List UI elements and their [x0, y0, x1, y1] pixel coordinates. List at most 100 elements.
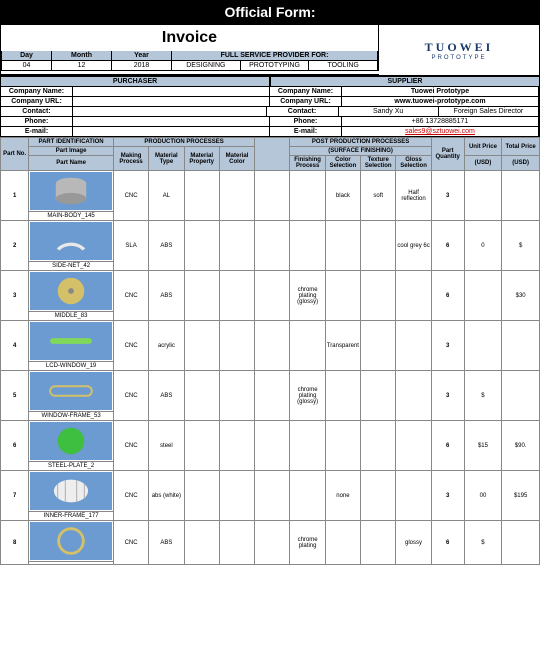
cell-unit: $	[464, 521, 502, 565]
cell-making: CNC	[113, 171, 148, 221]
supplier-phone-label: Phone:	[270, 117, 342, 126]
cell-qty: 6	[431, 271, 464, 321]
invoice-title: Invoice	[1, 25, 379, 51]
cell-mat-prop	[184, 371, 219, 421]
supplier-url-value: www.tuowei-prototype.com	[342, 97, 539, 106]
cell-making: CNC	[113, 421, 148, 471]
company-url-row: Company URL: Company URL: www.tuowei-pro…	[0, 97, 540, 107]
cell-mat-color	[219, 171, 254, 221]
cell-spacer	[255, 221, 290, 271]
cell-gloss: cool grey 6c	[396, 221, 431, 271]
cell-part-name: LCD-WINDOW_19	[29, 362, 114, 371]
cell-mat-color	[219, 471, 254, 521]
th-mat-color: Material Color	[219, 147, 254, 171]
contact-row: Contact: Contact: Sandy Xu Foreign Sales…	[0, 107, 540, 117]
cell-total	[502, 521, 540, 565]
cell-tex	[361, 271, 396, 321]
th-surface: (SURFACE FINISHING)	[290, 147, 431, 156]
cell-mat-color	[219, 321, 254, 371]
cell-qty: 6	[431, 221, 464, 271]
month-value: 12	[52, 61, 112, 71]
supplier-url-link[interactable]: www.tuowei-prototype.com	[394, 98, 485, 105]
cell-spacer	[255, 421, 290, 471]
cell-making: CNC	[113, 371, 148, 421]
th-making: Making Process	[113, 147, 148, 171]
cell-mat-color	[219, 221, 254, 271]
purchaser-label: PURCHASER	[0, 76, 270, 87]
day-label: Day	[2, 51, 52, 61]
th-mat-type: Material Type	[149, 147, 184, 171]
cell-mat-type: AL	[149, 171, 184, 221]
year-value: 2018	[112, 61, 172, 71]
supplier-email-link[interactable]: sales9@sztuowei.com	[405, 128, 475, 135]
phone-row: Phone: Phone: +86 13728885171	[0, 117, 540, 127]
supplier-contact-label: Contact:	[267, 107, 339, 116]
email-row: E-mail: E-mail: sales9@sztuowei.com	[0, 127, 540, 137]
th-spacer	[255, 138, 290, 171]
th-part-no: Part No.	[1, 138, 29, 171]
cell-part-name: STEEL-PLATE_2	[29, 462, 114, 471]
cell-unit: 00	[464, 471, 502, 521]
cell-total: $30	[502, 271, 540, 321]
cell-tex	[361, 321, 396, 371]
cell-total: $90.	[502, 421, 540, 471]
cell-fin: chrome plating (glossy)	[290, 271, 325, 321]
cell-making: CNC	[113, 521, 148, 565]
purchaser-contact-label: Contact:	[1, 107, 73, 116]
service-designing: DESIGNING	[172, 61, 241, 71]
purchaser-email-label: E-mail:	[1, 127, 73, 136]
month-label: Month	[52, 51, 112, 61]
cell-part-name: SIDE-NET_42	[29, 262, 114, 271]
cell-part-image	[29, 221, 114, 262]
table-row: 3CNCABSchrome plating (glossy)6$30	[1, 271, 540, 312]
cell-mat-color	[219, 371, 254, 421]
cell-tex	[361, 421, 396, 471]
th-mat-prop: Material Property	[184, 147, 219, 171]
cell-mat-type: acrylic	[149, 321, 184, 371]
cell-unit: $15	[464, 421, 502, 471]
day-value: 04	[2, 61, 52, 71]
cell-total	[502, 371, 540, 421]
cell-color-sel	[325, 221, 360, 271]
cell-mat-type: ABS	[149, 221, 184, 271]
cell-qty: 6	[431, 521, 464, 565]
purchaser-url-label: Company URL:	[1, 97, 73, 106]
cell-mat-prop	[184, 221, 219, 271]
cell-qty: 3	[431, 321, 464, 371]
th-total-price: Total Price	[502, 138, 540, 156]
cell-unit: 0	[464, 221, 502, 271]
parts-table-body: 1CNCALblacksoftHalf reflection3MAIN-BODY…	[1, 171, 540, 565]
cell-part-image	[29, 271, 114, 312]
cell-color-sel: Transparent	[325, 321, 360, 371]
cell-fin	[290, 471, 325, 521]
cell-mat-color	[219, 271, 254, 321]
cell-unit: $	[464, 371, 502, 421]
cell-fin	[290, 221, 325, 271]
cell-part-image	[29, 321, 114, 362]
cell-part-no: 6	[1, 421, 29, 471]
logo: TUOWEI PROTOTYPE	[379, 25, 539, 75]
cell-making: CNC	[113, 471, 148, 521]
cell-part-name: INNER-FRAME_177	[29, 512, 114, 521]
full-service-label: FULL SERVICE PROVIDER FOR:	[172, 51, 378, 61]
cell-part-no: 3	[1, 271, 29, 321]
th-unit-price: Unit Price	[464, 138, 502, 156]
cell-making: CNC	[113, 321, 148, 371]
supplier-company-label: Company Name:	[270, 87, 342, 96]
cell-color-sel: black	[325, 171, 360, 221]
cell-spacer	[255, 371, 290, 421]
cell-mat-prop	[184, 421, 219, 471]
th-color-sel: Color Selection	[325, 156, 360, 171]
cell-mat-prop	[184, 321, 219, 371]
cell-unit	[464, 321, 502, 371]
th-prod-proc: PRODUCTION PROCESSES	[113, 138, 254, 147]
cell-spacer	[255, 171, 290, 221]
cell-color-sel	[325, 371, 360, 421]
cell-part-no: 7	[1, 471, 29, 521]
cell-part-no: 5	[1, 371, 29, 421]
cell-gloss	[396, 421, 431, 471]
cell-color-sel: none	[325, 471, 360, 521]
cell-mat-type: abs (white)	[149, 471, 184, 521]
year-label: Year	[112, 51, 172, 61]
supplier-phone-value: +86 13728885171	[342, 117, 539, 126]
